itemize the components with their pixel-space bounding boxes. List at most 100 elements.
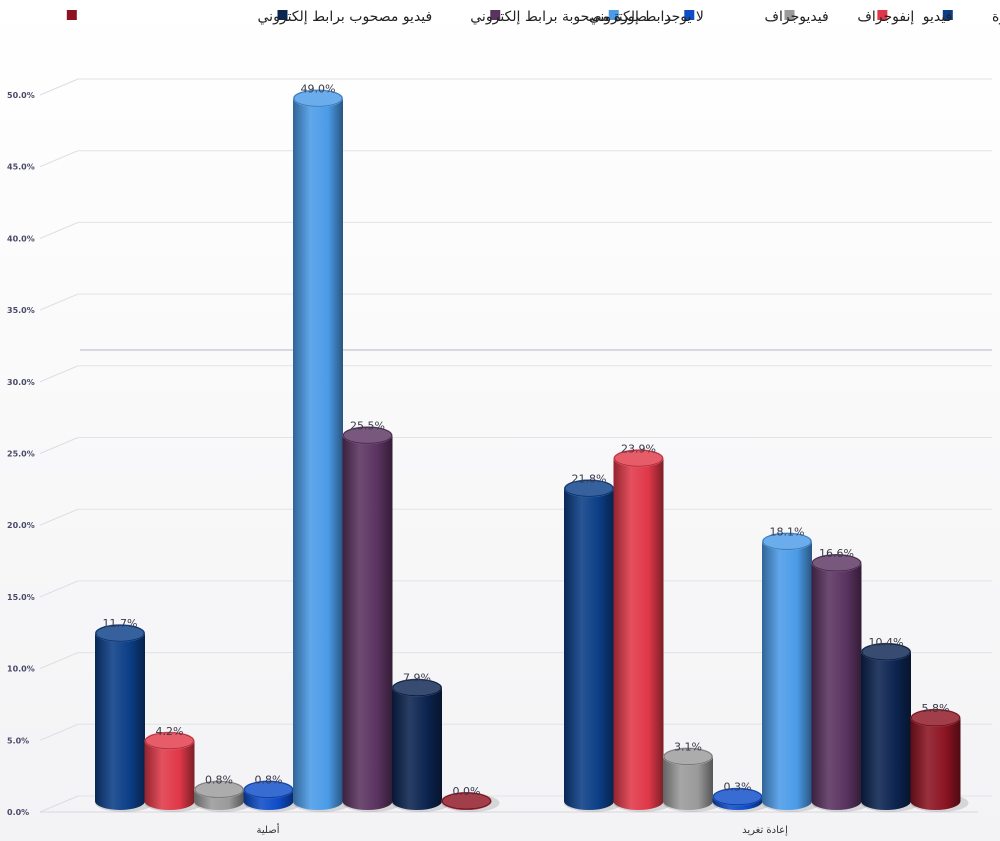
bar bbox=[95, 624, 153, 812]
bar-body bbox=[663, 756, 713, 810]
legend-item[interactable]: لا يوجد bbox=[608, 9, 704, 25]
bar-top-rim bbox=[911, 709, 960, 727]
bar-top bbox=[243, 780, 294, 799]
bar-top bbox=[293, 89, 343, 108]
data-label: 0.3% bbox=[724, 781, 752, 794]
grid-diagonal bbox=[39, 221, 79, 239]
bar-top bbox=[663, 747, 713, 766]
legend-item[interactable]: إنفوجراف bbox=[784, 9, 914, 25]
bar-body bbox=[342, 435, 393, 810]
bar bbox=[564, 479, 622, 812]
bar bbox=[910, 708, 969, 812]
legend-label: فيديوجراف bbox=[764, 9, 828, 25]
grid-diagonal bbox=[39, 795, 79, 813]
bar-top-rim bbox=[614, 449, 663, 467]
bar bbox=[811, 553, 870, 812]
data-label: 5.8% bbox=[922, 702, 950, 715]
grid-diagonal bbox=[39, 508, 79, 526]
bar-top-rim bbox=[343, 426, 392, 444]
bar-top-rim bbox=[762, 533, 812, 550]
bar-body bbox=[861, 651, 911, 810]
y-tick-label: 40.0% bbox=[7, 234, 35, 243]
bar-top bbox=[811, 553, 862, 572]
legend-item[interactable]: صورة bbox=[942, 9, 1000, 25]
legend-item[interactable]: فيديوجراف bbox=[684, 9, 829, 25]
y-tick-label: 10.0% bbox=[7, 665, 35, 674]
bar-body bbox=[144, 740, 195, 810]
grid-diagonal bbox=[39, 437, 79, 454]
legend-swatch bbox=[66, 10, 77, 20]
bar bbox=[392, 678, 450, 812]
bar bbox=[194, 780, 252, 812]
grid-diagonal bbox=[39, 78, 79, 96]
grid-diagonal bbox=[39, 293, 79, 311]
bars bbox=[95, 89, 969, 812]
legend-swatch bbox=[684, 10, 695, 20]
bar bbox=[712, 787, 771, 812]
bar-body bbox=[293, 98, 343, 811]
y-tick-label: 35.0% bbox=[7, 306, 35, 315]
y-tick-label: 20.0% bbox=[7, 521, 35, 530]
bar-body bbox=[392, 687, 442, 810]
bar-body bbox=[95, 633, 145, 810]
data-label: 0.8% bbox=[205, 774, 233, 787]
bar-top bbox=[144, 731, 195, 750]
bar-top bbox=[95, 624, 145, 643]
x-category-label: أصلية bbox=[257, 823, 280, 836]
legend-item[interactable]: فيديو bbox=[877, 9, 952, 25]
legend-item[interactable]: فيديو مصحوب برابط إلكتروني bbox=[66, 9, 433, 25]
bar bbox=[613, 449, 672, 812]
legend-label: فيديو مصحوب برابط إلكتروني bbox=[258, 9, 433, 25]
grid-diagonal bbox=[39, 652, 79, 670]
legend-label: إنفوجراف bbox=[857, 9, 914, 25]
bar-body bbox=[613, 458, 664, 810]
legend-swatch bbox=[608, 10, 619, 20]
gridlines bbox=[39, 78, 992, 813]
bar-body bbox=[910, 717, 961, 810]
data-label: 25.5% bbox=[350, 419, 385, 432]
bar-top-rim bbox=[293, 89, 343, 107]
legend-label: فيديو bbox=[922, 9, 952, 25]
bar-top bbox=[392, 678, 442, 697]
legend-item[interactable]: صورة مصحوبة برابط إلكتروني bbox=[277, 9, 648, 25]
y-tick-label: 30.0% bbox=[7, 378, 35, 387]
bar-top bbox=[613, 449, 664, 468]
bar-body bbox=[762, 541, 812, 810]
legend-label: صورة bbox=[992, 9, 1000, 25]
data-label: 0.8% bbox=[255, 774, 283, 787]
bar-body bbox=[811, 562, 862, 810]
bar-top-rim bbox=[392, 679, 442, 697]
y-tick-label: 25.0% bbox=[7, 450, 35, 459]
legend-swatch bbox=[877, 10, 888, 20]
legend-swatch bbox=[784, 10, 795, 20]
bar-top-rim bbox=[663, 748, 713, 765]
x-category-label: إعادة تغريد bbox=[742, 825, 788, 836]
bar-top-rim bbox=[564, 479, 614, 497]
data-labels: 11.7% 4.2% 0.8% 0.8% 49.0% 25.5% 7.9% 0.0% 21.8%… bbox=[103, 82, 950, 798]
bar-top-rim bbox=[812, 554, 861, 572]
legend-label: لا يوجد bbox=[664, 9, 704, 25]
y-axis: 0.0% 5.0% 10.0% 15.0% 20.0% 25.0% 30.0% 35.0% 40… bbox=[7, 91, 35, 817]
bar-top-rim bbox=[95, 624, 145, 642]
x-axis: أصلية إعادة تغريد bbox=[257, 823, 789, 836]
bar-top bbox=[342, 426, 393, 445]
bar bbox=[342, 426, 401, 812]
bar bbox=[293, 89, 351, 812]
legend-label: صورة مصحوبة برابط إلكتروني bbox=[470, 9, 647, 25]
legend-swatch bbox=[942, 10, 953, 20]
data-label: 10.4% bbox=[869, 636, 904, 649]
data-label: 21.8% bbox=[572, 472, 607, 485]
data-label: 49.0% bbox=[301, 82, 336, 95]
bar bbox=[861, 642, 919, 812]
legend-item[interactable]: رابط إلكتروني bbox=[490, 9, 671, 25]
bar-top-rim bbox=[244, 781, 293, 798]
y-tick-label: 50.0% bbox=[7, 91, 35, 100]
legend-label: رابط إلكتروني bbox=[589, 9, 671, 25]
y-tick-label: 15.0% bbox=[7, 593, 35, 602]
bar-top bbox=[910, 708, 961, 727]
bar-top-rim bbox=[194, 781, 244, 798]
bar bbox=[441, 792, 500, 812]
y-tick-label: 0.0% bbox=[7, 808, 29, 817]
bar bbox=[144, 731, 203, 812]
